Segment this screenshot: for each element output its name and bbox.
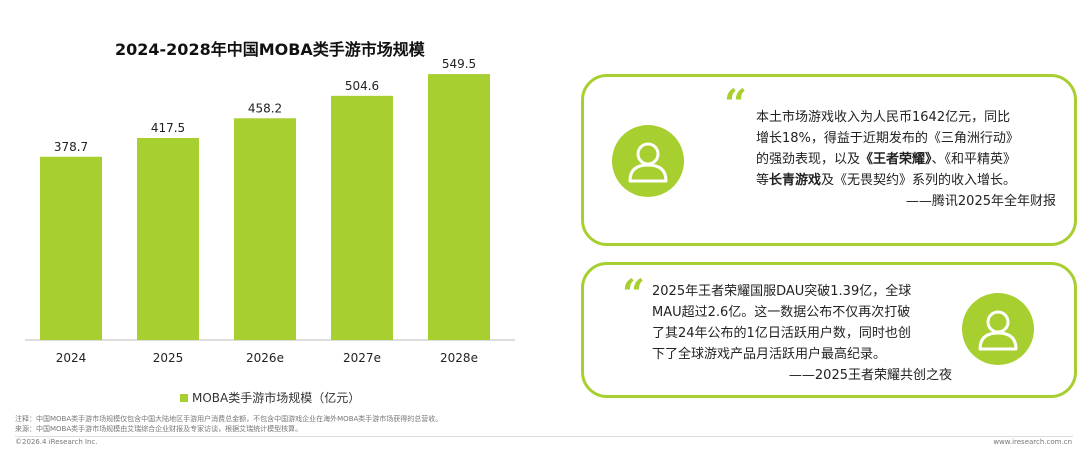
copyright: ©2026.4 iResearch Inc.: [15, 438, 98, 446]
quote-highlight: 《王者荣耀》: [860, 152, 932, 167]
quote-line: 本土市场游戏收入为人民币1642亿元，同比: [756, 107, 1056, 128]
tick-label-2024: 2024: [56, 351, 87, 365]
quote-segment: 的强劲表现，以及: [756, 152, 861, 167]
legend-label: MOBA类手游市场规模（亿元）: [192, 391, 361, 405]
quote-segment: 等: [756, 173, 770, 188]
quote-segment: 2025年王者荣耀国服DAU突破1.39亿，全球: [652, 284, 912, 299]
quote-segment: MAU超过2.6亿。这一数据公布不仅再次打破: [652, 305, 911, 320]
quote-card-tencent: “ 本土市场游戏收入为人民币1642亿元，同比 增长18%，得益于近期发布的《三角…: [581, 74, 1077, 246]
bar-2028e: [428, 74, 490, 340]
bar-2026e: [234, 118, 296, 341]
quote-line: 2025年王者荣耀国服DAU突破1.39亿，全球: [652, 281, 952, 302]
quote-mark-icon: “: [724, 81, 748, 128]
bar-chart: 378.7 2024 417.5 2025 458.2 2026e 504.6 2027e 54…: [25, 57, 515, 365]
chart-legend: MOBA类手游市场规模（亿元）: [180, 389, 360, 406]
quote-segment: 及《无畏契约》系列的收入增长。: [821, 173, 1017, 188]
chart-title: 2024-2028年中国MOBA类手游市场规模: [115, 40, 425, 59]
data-label-2026e: 458.2: [248, 101, 282, 115]
quote-line: MAU超过2.6亿。这一数据公布不仅再次打破: [652, 302, 952, 323]
data-label-2024: 378.7: [54, 140, 88, 154]
quote-source: ——腾讯2025年全年财报: [905, 194, 1056, 209]
quote-mark-icon: “: [622, 271, 646, 318]
bar-2027e: [331, 95, 393, 340]
quote-segment: 下了全球游戏产品月活跃用户最高纪录。: [652, 347, 887, 362]
legend-swatch: [180, 393, 188, 402]
user-avatar-icon: [612, 125, 684, 197]
tick-label-2027e: 2027e: [343, 351, 381, 365]
quote-line: 下了全球游戏产品月活跃用户最高纪录。: [652, 344, 952, 365]
quote-segment: 、《和平精英》: [931, 152, 1017, 167]
tick-label-2026e: 2026e: [246, 351, 284, 365]
quote-card-honor-of-kings: “ 2025年王者荣耀国服DAU突破1.39亿，全球 MAU超过2.6亿。这一数据…: [581, 262, 1077, 398]
quote-line: 了其24年公布的1亿日活跃用户数，同时也创: [652, 323, 952, 344]
footer-divider: [15, 436, 1073, 437]
footnote-source: 来源：中国MOBA类手游市场规模由艾瑞综合企业财报及专家访谈，根据艾瑞统计模型核…: [15, 425, 303, 433]
footnote-note: 注释：中国MOBA类手游市场规模仅包含中国大陆地区手游用户消费总金额，不包含中国…: [15, 415, 443, 423]
quote-line: 等长青游戏及《无畏契约》系列的收入增长。: [756, 170, 1056, 191]
website-link[interactable]: www.iresearch.com.cn: [993, 438, 1072, 446]
tick-label-2028e: 2028e: [440, 351, 478, 365]
bar-2024: [40, 156, 102, 340]
quote-text: 2025年王者荣耀国服DAU突破1.39亿，全球 MAU超过2.6亿。这一数据公布…: [652, 281, 952, 386]
quote-line: 增长18%，得益于近期发布的《三角洲行动》: [756, 128, 1056, 149]
quote-source: ——2025王者荣耀共创之夜: [788, 368, 952, 383]
quote-segment: 增长18%，得益于近期发布的《三角洲行动》: [756, 131, 1019, 146]
user-avatar-icon: [962, 293, 1034, 365]
data-label-2027e: 504.6: [345, 79, 379, 93]
quote-segment: 本土市场游戏收入为人民币1642亿元，同比: [756, 110, 1011, 125]
tick-label-2025: 2025: [153, 351, 184, 365]
quote-segment: 了其24年公布的1亿日活跃用户数，同时也创: [652, 326, 911, 341]
quote-text: 本土市场游戏收入为人民币1642亿元，同比 增长18%，得益于近期发布的《三角洲行…: [756, 107, 1056, 212]
data-label-2028e: 549.5: [442, 57, 476, 71]
data-label-2025: 417.5: [151, 121, 185, 135]
quote-line: 的强劲表现，以及《王者荣耀》、《和平精英》: [756, 149, 1056, 170]
bar-2025: [137, 137, 199, 340]
quote-highlight: 长青游戏: [769, 173, 822, 188]
